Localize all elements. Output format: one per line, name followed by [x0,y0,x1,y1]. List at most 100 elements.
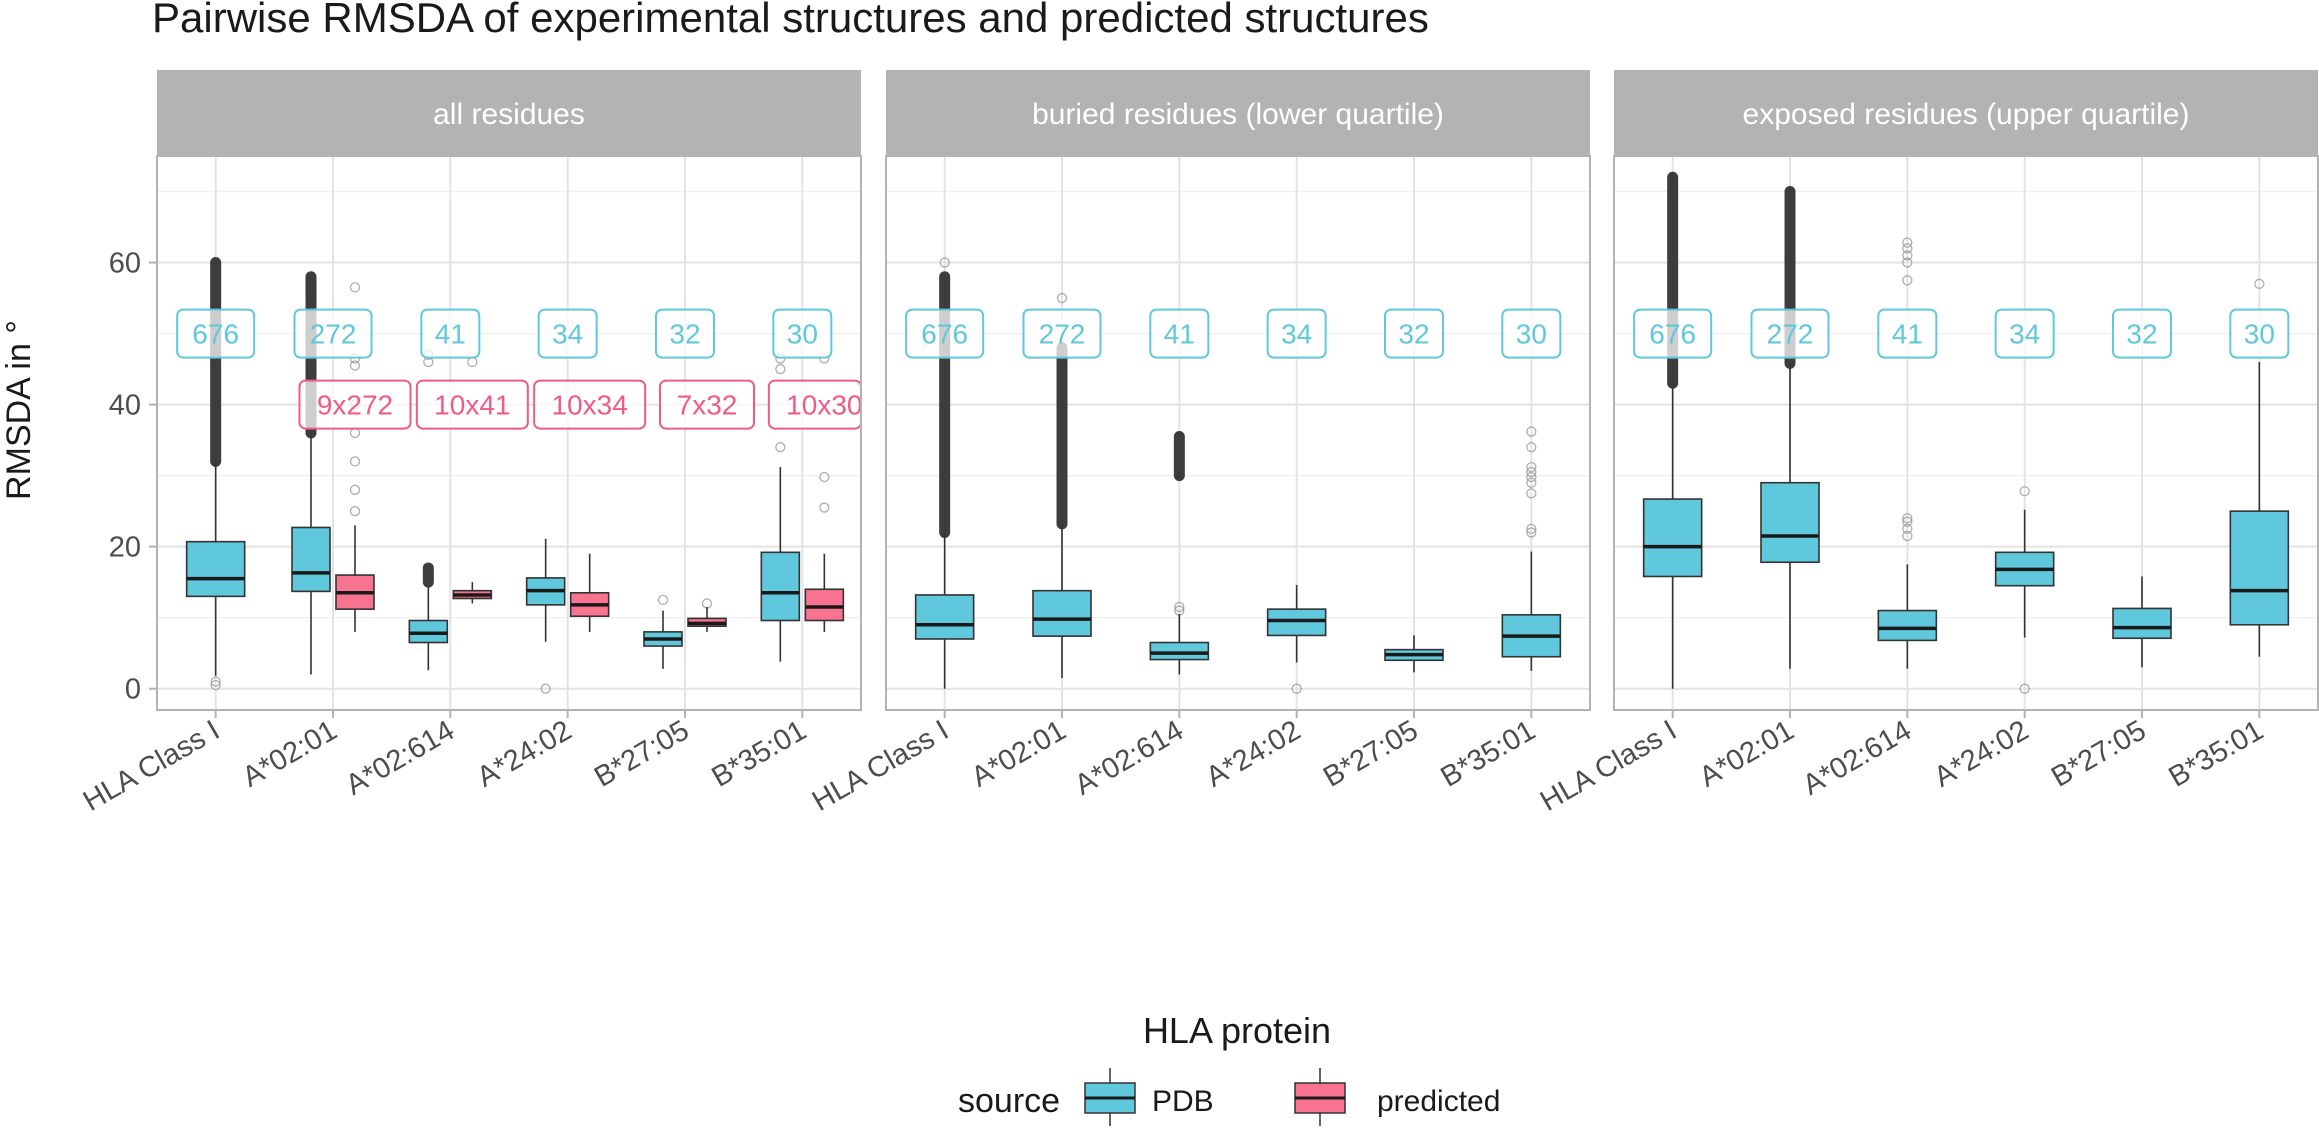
box-predicted-A*02:01 [335,282,375,632]
facet-strip [886,70,1590,156]
facet-strip-label: exposed residues (upper quartile) [1743,98,2190,131]
box-iqr [1877,609,1938,642]
box-predicted-A*24:02 [569,553,610,632]
count-label: 32 [669,319,700,350]
count-label-box [1384,308,1444,359]
count-label-box [537,308,598,359]
outlier-point [1526,477,1537,488]
box-iqr [1149,641,1210,661]
outlier-point [1902,275,1913,286]
count-label: 676 [192,319,239,350]
count-label-box [655,308,715,359]
box-iqr [804,588,845,622]
box-pdb-B*35:01 [1501,426,1562,671]
count-label-box [1633,308,1713,359]
count-label: 32 [2126,319,2157,350]
count-label: 41 [435,319,466,350]
panel-background [157,156,861,710]
outlier-point [939,257,950,268]
outlier-point [1056,292,1068,304]
box-iqr [185,540,246,598]
x-tick-label: B*35:01 [1435,714,1540,793]
facet-panels: all residues 676 272 41 34 32 30 9x272 10x41 10x3… [78,70,2319,818]
count-label: 30 [1516,319,1547,350]
box-predicted-B*35:01 [804,353,845,632]
outlier-point [1526,466,1537,478]
box-pdb-B*27:05 [1384,635,1444,673]
x-tick-label: B*27:05 [1318,714,1423,793]
outlier-point [1902,243,1913,254]
count-label: 272 [1039,319,1086,350]
box-pdb-A*02:01 [1032,292,1092,679]
facet-panel-3: exposed residues (upper quartile) 676 272 4… [1535,70,2319,818]
count-label: 30 [2244,319,2275,350]
box-predicted-B*27:05 [687,598,727,632]
outlier-point [349,360,361,371]
pred-label-box [533,379,647,430]
outlier-point [1902,516,1913,527]
outlier-point [2254,278,2265,289]
box-iqr [1760,481,1820,564]
outlier-point [2019,486,2030,497]
outlier-point [1526,523,1537,535]
count-label: 272 [310,319,357,350]
x-tick-label: A*24:02 [1929,714,2034,793]
chart-title: Pairwise RMSDA of experimental structure… [152,0,1429,41]
x-tick-label: A*02:614 [1069,714,1188,801]
box-iqr [408,619,449,644]
panel-border [1613,155,2319,711]
count-label-box [420,308,481,359]
box-pdb-A*24:02 [1266,584,1327,694]
facet-panel-1: all residues 676 272 41 34 32 30 9x272 10x41 10x3… [78,70,862,818]
panel-border [156,155,862,711]
count-label-box [1501,308,1562,359]
facet-strip [157,70,861,156]
panel-border [885,155,1591,711]
pred-label: 9x272 [317,390,393,421]
pred-label-box [298,379,412,430]
legend-label-predicted: predicted [1377,1085,1500,1118]
outlier-point [1902,530,1913,542]
outlier-point [819,471,830,483]
legend: source PDB predicted [958,1068,1500,1126]
box-pdb-A*02:614 [1877,237,1938,669]
y-tick-label: 60 [109,248,141,280]
x-tick-label: A*02:614 [340,714,459,801]
outlier-point [1902,513,1913,524]
box-predicted-A*02:614 [452,356,493,604]
count-label-box [1149,308,1210,359]
count-label-box [1994,308,2055,359]
x-tick-label: B*35:01 [2163,714,2268,793]
count-label: 34 [1281,319,1312,350]
facet-strip-label: buried residues (lower quartile) [1032,98,1444,131]
count-label: 30 [787,319,818,350]
x-tick-label: B*27:05 [2046,714,2151,793]
outlier-point [210,676,221,687]
count-label: 41 [1164,319,1195,350]
x-tick-label: A*24:02 [472,714,577,793]
count-label: 272 [1767,319,1814,350]
box-iqr [1642,498,1703,578]
x-tick-label: HLA Class I [78,714,225,817]
outlier-point [1526,471,1537,483]
box-pdb-B*27:05 [643,594,683,669]
count-label: 676 [921,319,968,350]
outlier-point [1902,237,1913,248]
pred-label: 10x34 [552,390,628,421]
legend-title: source [958,1082,1060,1120]
count-label: 676 [1649,319,1696,350]
count-label-box [2112,308,2172,359]
count-label-box [293,308,373,359]
outlier-point [349,282,361,293]
outlier-point [1902,257,1913,268]
count-label: 34 [2009,319,2040,350]
box-pdb-A*24:02 [1994,486,2055,694]
outlier-point [1291,683,1302,694]
count-label: 32 [1398,319,1429,350]
outlier-point [1174,601,1185,613]
panel-background [886,156,1590,710]
outlier-point [540,683,551,694]
outlier-point [775,363,786,375]
x-tick-label: A*02:01 [237,714,342,793]
